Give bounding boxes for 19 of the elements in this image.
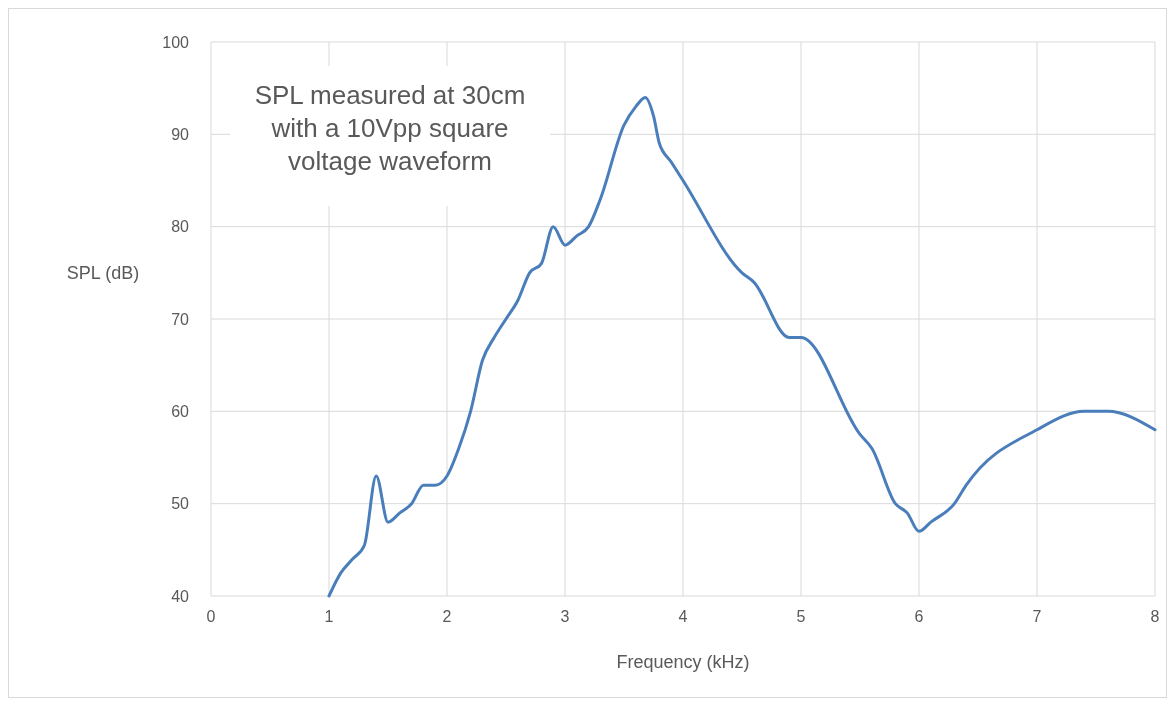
x-tick-label: 2: [442, 608, 452, 625]
y-tick-label: 100: [162, 33, 190, 51]
y-tick-label: 70: [171, 310, 190, 328]
x-axis-title: Frequency (kHz): [616, 652, 750, 672]
y-tick-label: 90: [171, 125, 190, 143]
x-tick-label: 8: [1150, 608, 1160, 625]
y-tick-label: 40: [171, 587, 190, 605]
x-tick-label: 6: [914, 608, 924, 625]
x-tick-label: 7: [1032, 608, 1042, 625]
x-tick-label: 3: [560, 608, 570, 625]
x-tick-label: 0: [206, 608, 216, 625]
y-axis-title: SPL (dB): [66, 263, 140, 284]
y-tick-label: 50: [171, 495, 190, 513]
y-tick-label: 60: [171, 402, 190, 420]
x-tick-label: 5: [796, 608, 806, 625]
y-tick-label: 80: [171, 218, 190, 236]
x-tick-label: 1: [324, 608, 334, 625]
x-tick-label: 4: [678, 608, 688, 625]
annotation: SPL measured at 30cm with a 10Vpp square voltage waveform: [254, 80, 526, 176]
